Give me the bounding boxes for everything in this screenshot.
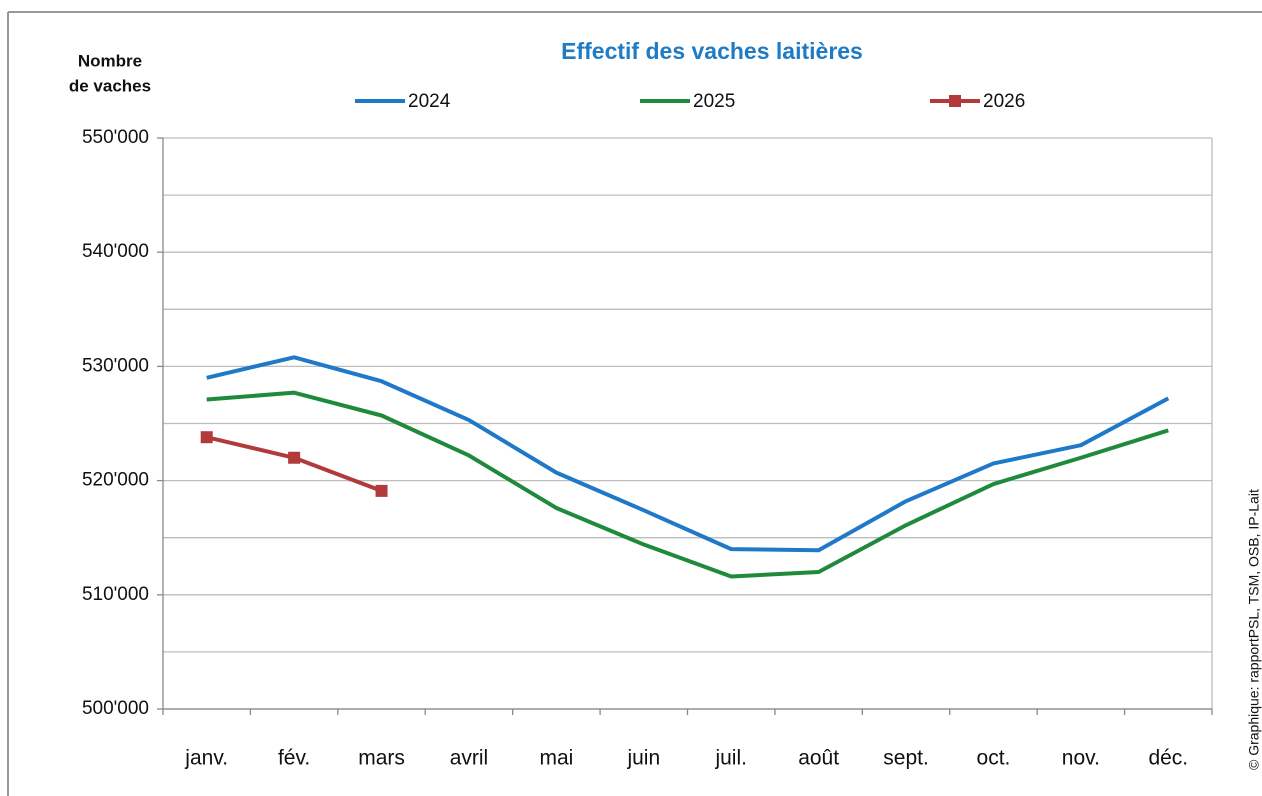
x-tick-label: mai bbox=[539, 747, 573, 770]
x-tick-label: juin bbox=[626, 747, 660, 770]
y-tick-label: 520'000 bbox=[82, 470, 149, 491]
source-note: © Graphique: rapportPSL, TSM, OSB, IP-La… bbox=[1246, 489, 1262, 770]
x-tick-label: déc. bbox=[1148, 747, 1188, 770]
legend-label: 2024 bbox=[408, 91, 451, 112]
x-tick-label: oct. bbox=[977, 747, 1011, 770]
x-tick-label: juil. bbox=[714, 747, 747, 770]
series-line bbox=[206, 355, 1170, 553]
y-tick-label: 550'000 bbox=[82, 127, 149, 148]
x-tick-label: août bbox=[798, 747, 839, 770]
legend-label: 2025 bbox=[693, 91, 735, 112]
x-tick-label: fév. bbox=[278, 747, 310, 770]
x-tick-label: avril bbox=[450, 747, 489, 770]
y-axis-label: de vaches bbox=[69, 76, 151, 95]
series-line bbox=[206, 390, 1169, 579]
y-axis-label: Nombre bbox=[78, 51, 142, 70]
point-marker bbox=[375, 484, 388, 497]
x-tick-label: sept. bbox=[883, 747, 929, 770]
series-line bbox=[206, 435, 383, 493]
point-marker bbox=[200, 431, 213, 444]
x-tick-label: janv. bbox=[184, 747, 228, 770]
point-marker bbox=[288, 451, 301, 464]
x-tick-label: mars bbox=[358, 747, 405, 770]
x-tick-label: nov. bbox=[1062, 747, 1100, 770]
legend-marker bbox=[949, 95, 961, 107]
chart-title: Effectif des vaches laitières bbox=[561, 38, 863, 64]
y-tick-label: 500'000 bbox=[82, 698, 149, 719]
y-tick-label: 530'000 bbox=[82, 355, 149, 376]
y-tick-label: 510'000 bbox=[82, 584, 149, 605]
y-tick-label: 540'000 bbox=[82, 241, 149, 262]
legend-label: 2026 bbox=[983, 91, 1025, 112]
